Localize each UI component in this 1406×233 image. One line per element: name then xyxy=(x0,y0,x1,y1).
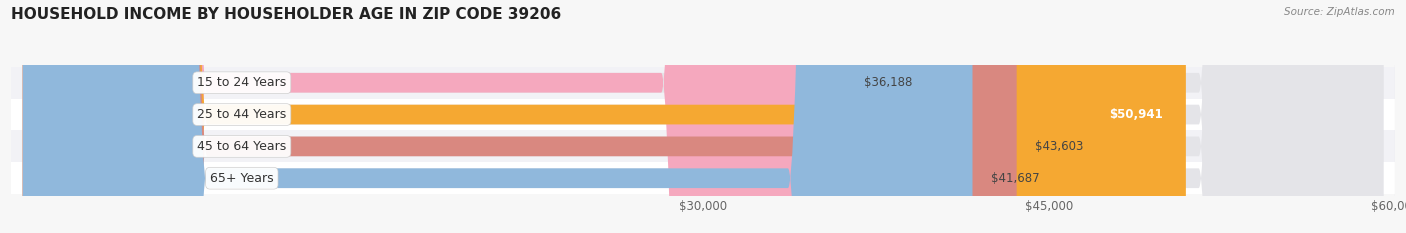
Text: $50,941: $50,941 xyxy=(1109,108,1163,121)
Text: $36,188: $36,188 xyxy=(865,76,912,89)
FancyBboxPatch shape xyxy=(22,0,1384,233)
Text: $41,687: $41,687 xyxy=(991,172,1039,185)
FancyBboxPatch shape xyxy=(22,0,1384,233)
Text: 25 to 44 Years: 25 to 44 Years xyxy=(197,108,287,121)
Text: $43,603: $43,603 xyxy=(1035,140,1084,153)
FancyBboxPatch shape xyxy=(22,0,845,233)
Bar xyxy=(11,130,1395,162)
Bar xyxy=(11,162,1395,194)
Bar xyxy=(11,67,1395,99)
Text: 45 to 64 Years: 45 to 64 Years xyxy=(197,140,287,153)
FancyBboxPatch shape xyxy=(22,0,1384,233)
Bar xyxy=(11,99,1395,130)
Text: 65+ Years: 65+ Years xyxy=(209,172,274,185)
Text: Source: ZipAtlas.com: Source: ZipAtlas.com xyxy=(1284,7,1395,17)
FancyBboxPatch shape xyxy=(22,0,1384,233)
FancyBboxPatch shape xyxy=(22,0,973,233)
Text: 15 to 24 Years: 15 to 24 Years xyxy=(197,76,287,89)
Text: HOUSEHOLD INCOME BY HOUSEHOLDER AGE IN ZIP CODE 39206: HOUSEHOLD INCOME BY HOUSEHOLDER AGE IN Z… xyxy=(11,7,561,22)
FancyBboxPatch shape xyxy=(22,0,1017,233)
FancyBboxPatch shape xyxy=(22,0,1185,233)
